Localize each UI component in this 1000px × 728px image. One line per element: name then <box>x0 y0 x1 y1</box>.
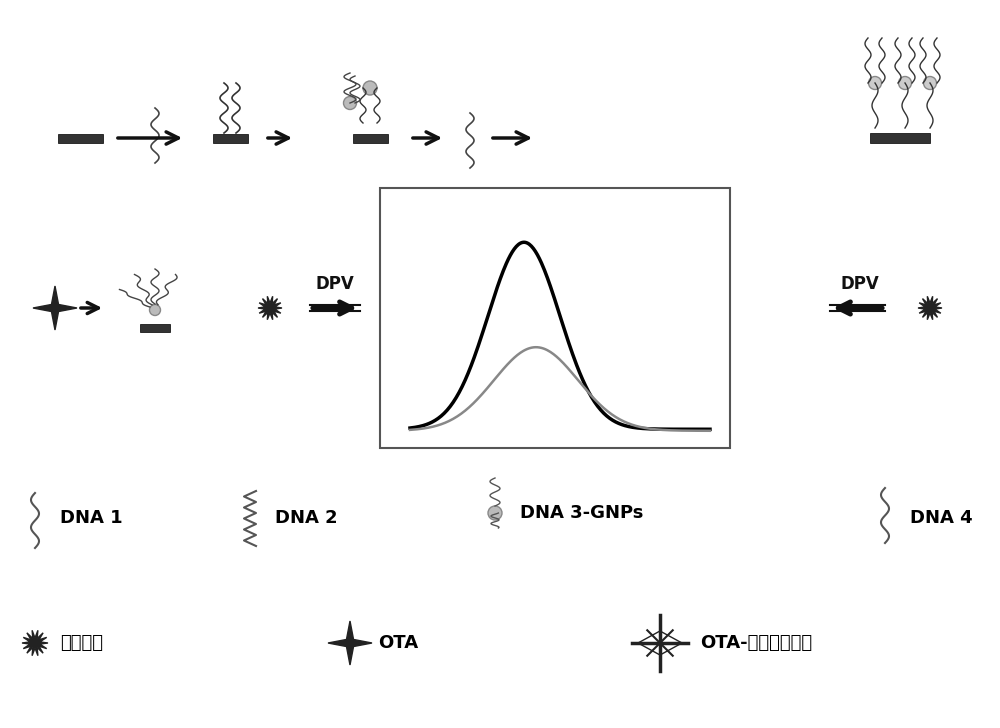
Circle shape <box>344 97 356 109</box>
Bar <box>353 133 388 143</box>
Circle shape <box>899 76 912 90</box>
Polygon shape <box>328 621 372 665</box>
Text: OTA: OTA <box>378 634 418 652</box>
Bar <box>212 133 248 143</box>
Text: DNA 4: DNA 4 <box>910 509 973 527</box>
Bar <box>380 188 730 448</box>
Bar <box>140 324 170 332</box>
Circle shape <box>150 304 160 315</box>
Polygon shape <box>918 296 942 320</box>
Bar <box>870 133 930 143</box>
Circle shape <box>924 76 937 90</box>
Polygon shape <box>33 286 77 330</box>
Text: OTA-适配体复合物: OTA-适配体复合物 <box>700 634 812 652</box>
Polygon shape <box>22 630 48 656</box>
Circle shape <box>488 506 502 520</box>
Text: DNA 2: DNA 2 <box>275 509 338 527</box>
Circle shape <box>868 76 882 90</box>
Circle shape <box>363 81 377 95</box>
Polygon shape <box>258 296 282 320</box>
Text: DPV: DPV <box>841 275 879 293</box>
Text: DPV: DPV <box>316 275 354 293</box>
Text: DNA 1: DNA 1 <box>60 509 123 527</box>
Text: 亚甲基蓝: 亚甲基蓝 <box>60 634 103 652</box>
Text: DNA 3-GNPs: DNA 3-GNPs <box>520 504 643 522</box>
Bar <box>58 133 103 143</box>
